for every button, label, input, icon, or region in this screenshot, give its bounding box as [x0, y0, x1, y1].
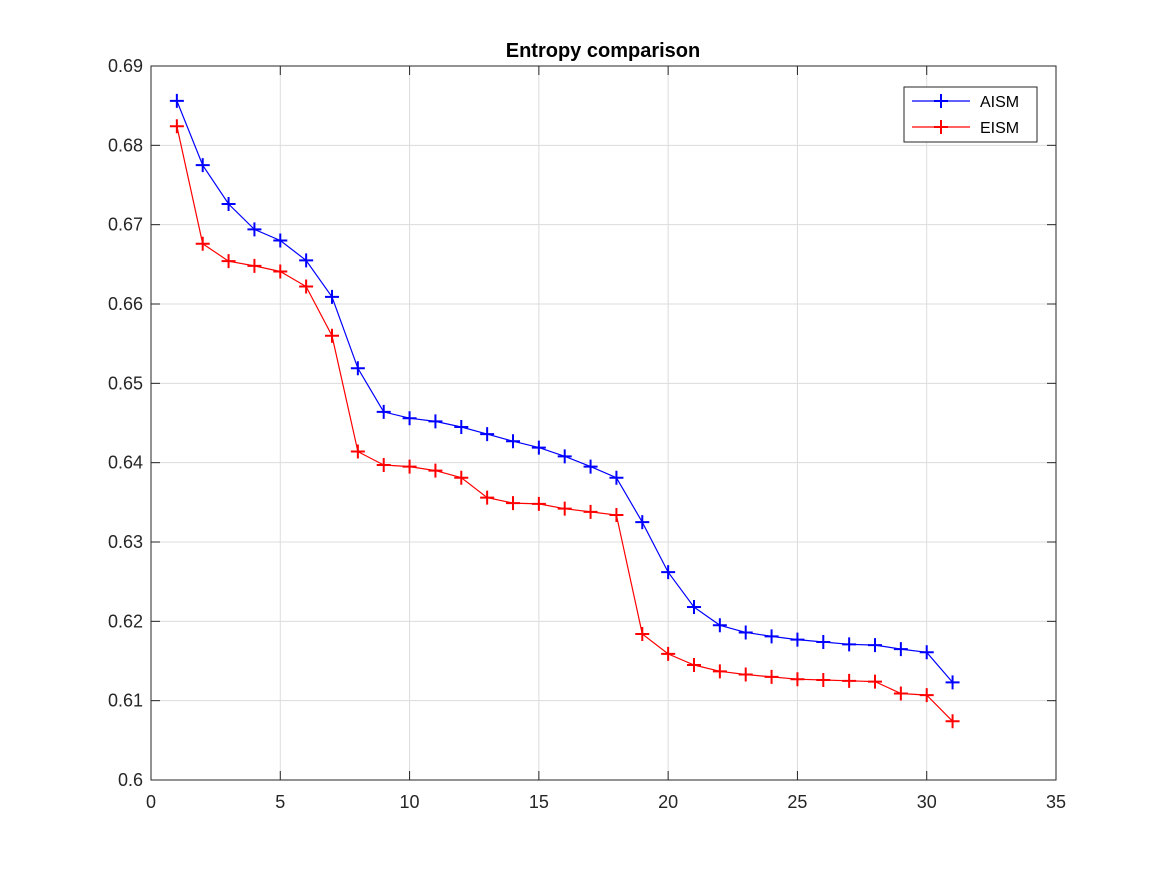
ticks: [150, 65, 1057, 781]
data-point-eism: [661, 646, 676, 661]
x-tick-label: 30: [917, 792, 937, 812]
x-tick-labels: 0 5 10 15 20 25 30 35: [146, 792, 1066, 812]
data-point-eism: [816, 673, 831, 688]
x-tick-label: 10: [400, 792, 420, 812]
data-point-eism: [195, 236, 210, 251]
data-point-eism: [402, 459, 417, 474]
data-point-aism: [221, 197, 236, 212]
data-point-eism: [868, 674, 882, 689]
data-point-eism: [945, 714, 960, 729]
x-tick-label: 20: [658, 792, 678, 812]
data-point-aism: [169, 93, 184, 108]
data-point-aism: [790, 632, 805, 647]
data-point-eism: [687, 657, 701, 672]
data-point-eism: [738, 667, 753, 682]
y-tick-label: 0.64: [108, 453, 143, 473]
data-point-aism: [480, 427, 495, 442]
data-point-aism: [738, 625, 753, 640]
y-tick-label: 0.67: [108, 215, 143, 235]
data-point-eism: [480, 490, 495, 505]
data-point-eism: [350, 444, 365, 459]
series-layer: [169, 93, 960, 729]
data-point-eism: [635, 627, 650, 642]
data-point-aism: [583, 459, 598, 474]
y-tick-labels: 0.6 0.61 0.62 0.63 0.64 0.65 0.66 0.67 0.68 0.69: [108, 56, 143, 790]
data-point-aism: [325, 289, 339, 304]
data-point-eism: [376, 458, 391, 473]
data-point-eism: [428, 463, 443, 478]
data-point-eism: [583, 504, 598, 519]
data-point-eism: [557, 501, 572, 516]
data-point-aism: [299, 253, 314, 268]
data-point-aism: [712, 618, 727, 633]
series-aism: [169, 93, 960, 690]
legend-marker-aism: [934, 94, 948, 108]
legend: AISM EISM: [903, 86, 1038, 143]
y-tick-label: 0.68: [108, 135, 143, 155]
y-tick-label: 0.69: [108, 56, 143, 76]
data-point-aism: [454, 419, 469, 434]
data-point-aism: [402, 411, 417, 426]
data-point-aism: [635, 515, 650, 530]
axes-box: [150, 65, 1057, 781]
data-point-aism: [893, 642, 908, 657]
data-point-eism: [842, 673, 857, 688]
data-point-aism: [531, 440, 546, 455]
data-point-eism: [764, 669, 779, 684]
data-point-aism: [273, 233, 288, 248]
data-point-eism: [299, 279, 314, 294]
x-tick-label: 25: [787, 792, 807, 812]
data-point-eism: [712, 664, 727, 679]
data-point-eism: [506, 496, 520, 511]
data-point-aism: [945, 675, 960, 690]
data-point-eism: [531, 496, 546, 511]
data-point-eism: [221, 254, 236, 269]
legend-box: [903, 86, 1038, 143]
data-point-eism: [325, 328, 339, 343]
data-point-aism: [868, 638, 882, 653]
chart-title: Entropy comparison: [506, 40, 700, 62]
data-point-aism: [919, 645, 934, 660]
data-point-aism: [557, 449, 572, 464]
data-point-aism: [506, 434, 520, 449]
y-tick-label: 0.65: [108, 373, 143, 393]
y-tick-label: 0.6: [118, 770, 143, 790]
y-tick-label: 0.63: [108, 532, 143, 552]
legend-label-aism: AISM: [980, 94, 1019, 111]
data-point-aism: [661, 565, 676, 580]
x-tick-label: 15: [529, 792, 549, 812]
data-point-aism: [764, 629, 779, 644]
data-point-eism: [919, 688, 934, 703]
plot-area: [151, 66, 1056, 780]
data-point-aism: [816, 634, 831, 649]
data-point-aism: [376, 404, 391, 419]
x-tick-label: 0: [146, 792, 156, 812]
data-point-eism: [893, 686, 908, 701]
legend-label-eism: EISM: [980, 120, 1019, 137]
data-point-aism: [247, 222, 262, 237]
data-point-eism: [609, 508, 624, 523]
data-point-aism: [195, 158, 210, 173]
data-point-eism: [273, 264, 288, 279]
series-eism: [169, 119, 960, 729]
data-point-aism: [609, 470, 624, 485]
legend-marker-eism: [934, 120, 948, 134]
data-point-eism: [247, 258, 262, 273]
y-tick-label: 0.61: [108, 691, 143, 711]
data-point-aism: [842, 637, 857, 652]
data-point-aism: [350, 361, 365, 376]
data-point-eism: [454, 470, 469, 485]
x-tick-label: 35: [1046, 792, 1066, 812]
data-point-eism: [790, 672, 805, 687]
x-tick-label: 5: [275, 792, 285, 812]
data-point-eism: [169, 119, 184, 134]
y-tick-label: 0.66: [108, 294, 143, 314]
y-tick-label: 0.62: [108, 611, 143, 631]
data-point-aism: [428, 414, 443, 429]
data-point-aism: [687, 600, 701, 615]
